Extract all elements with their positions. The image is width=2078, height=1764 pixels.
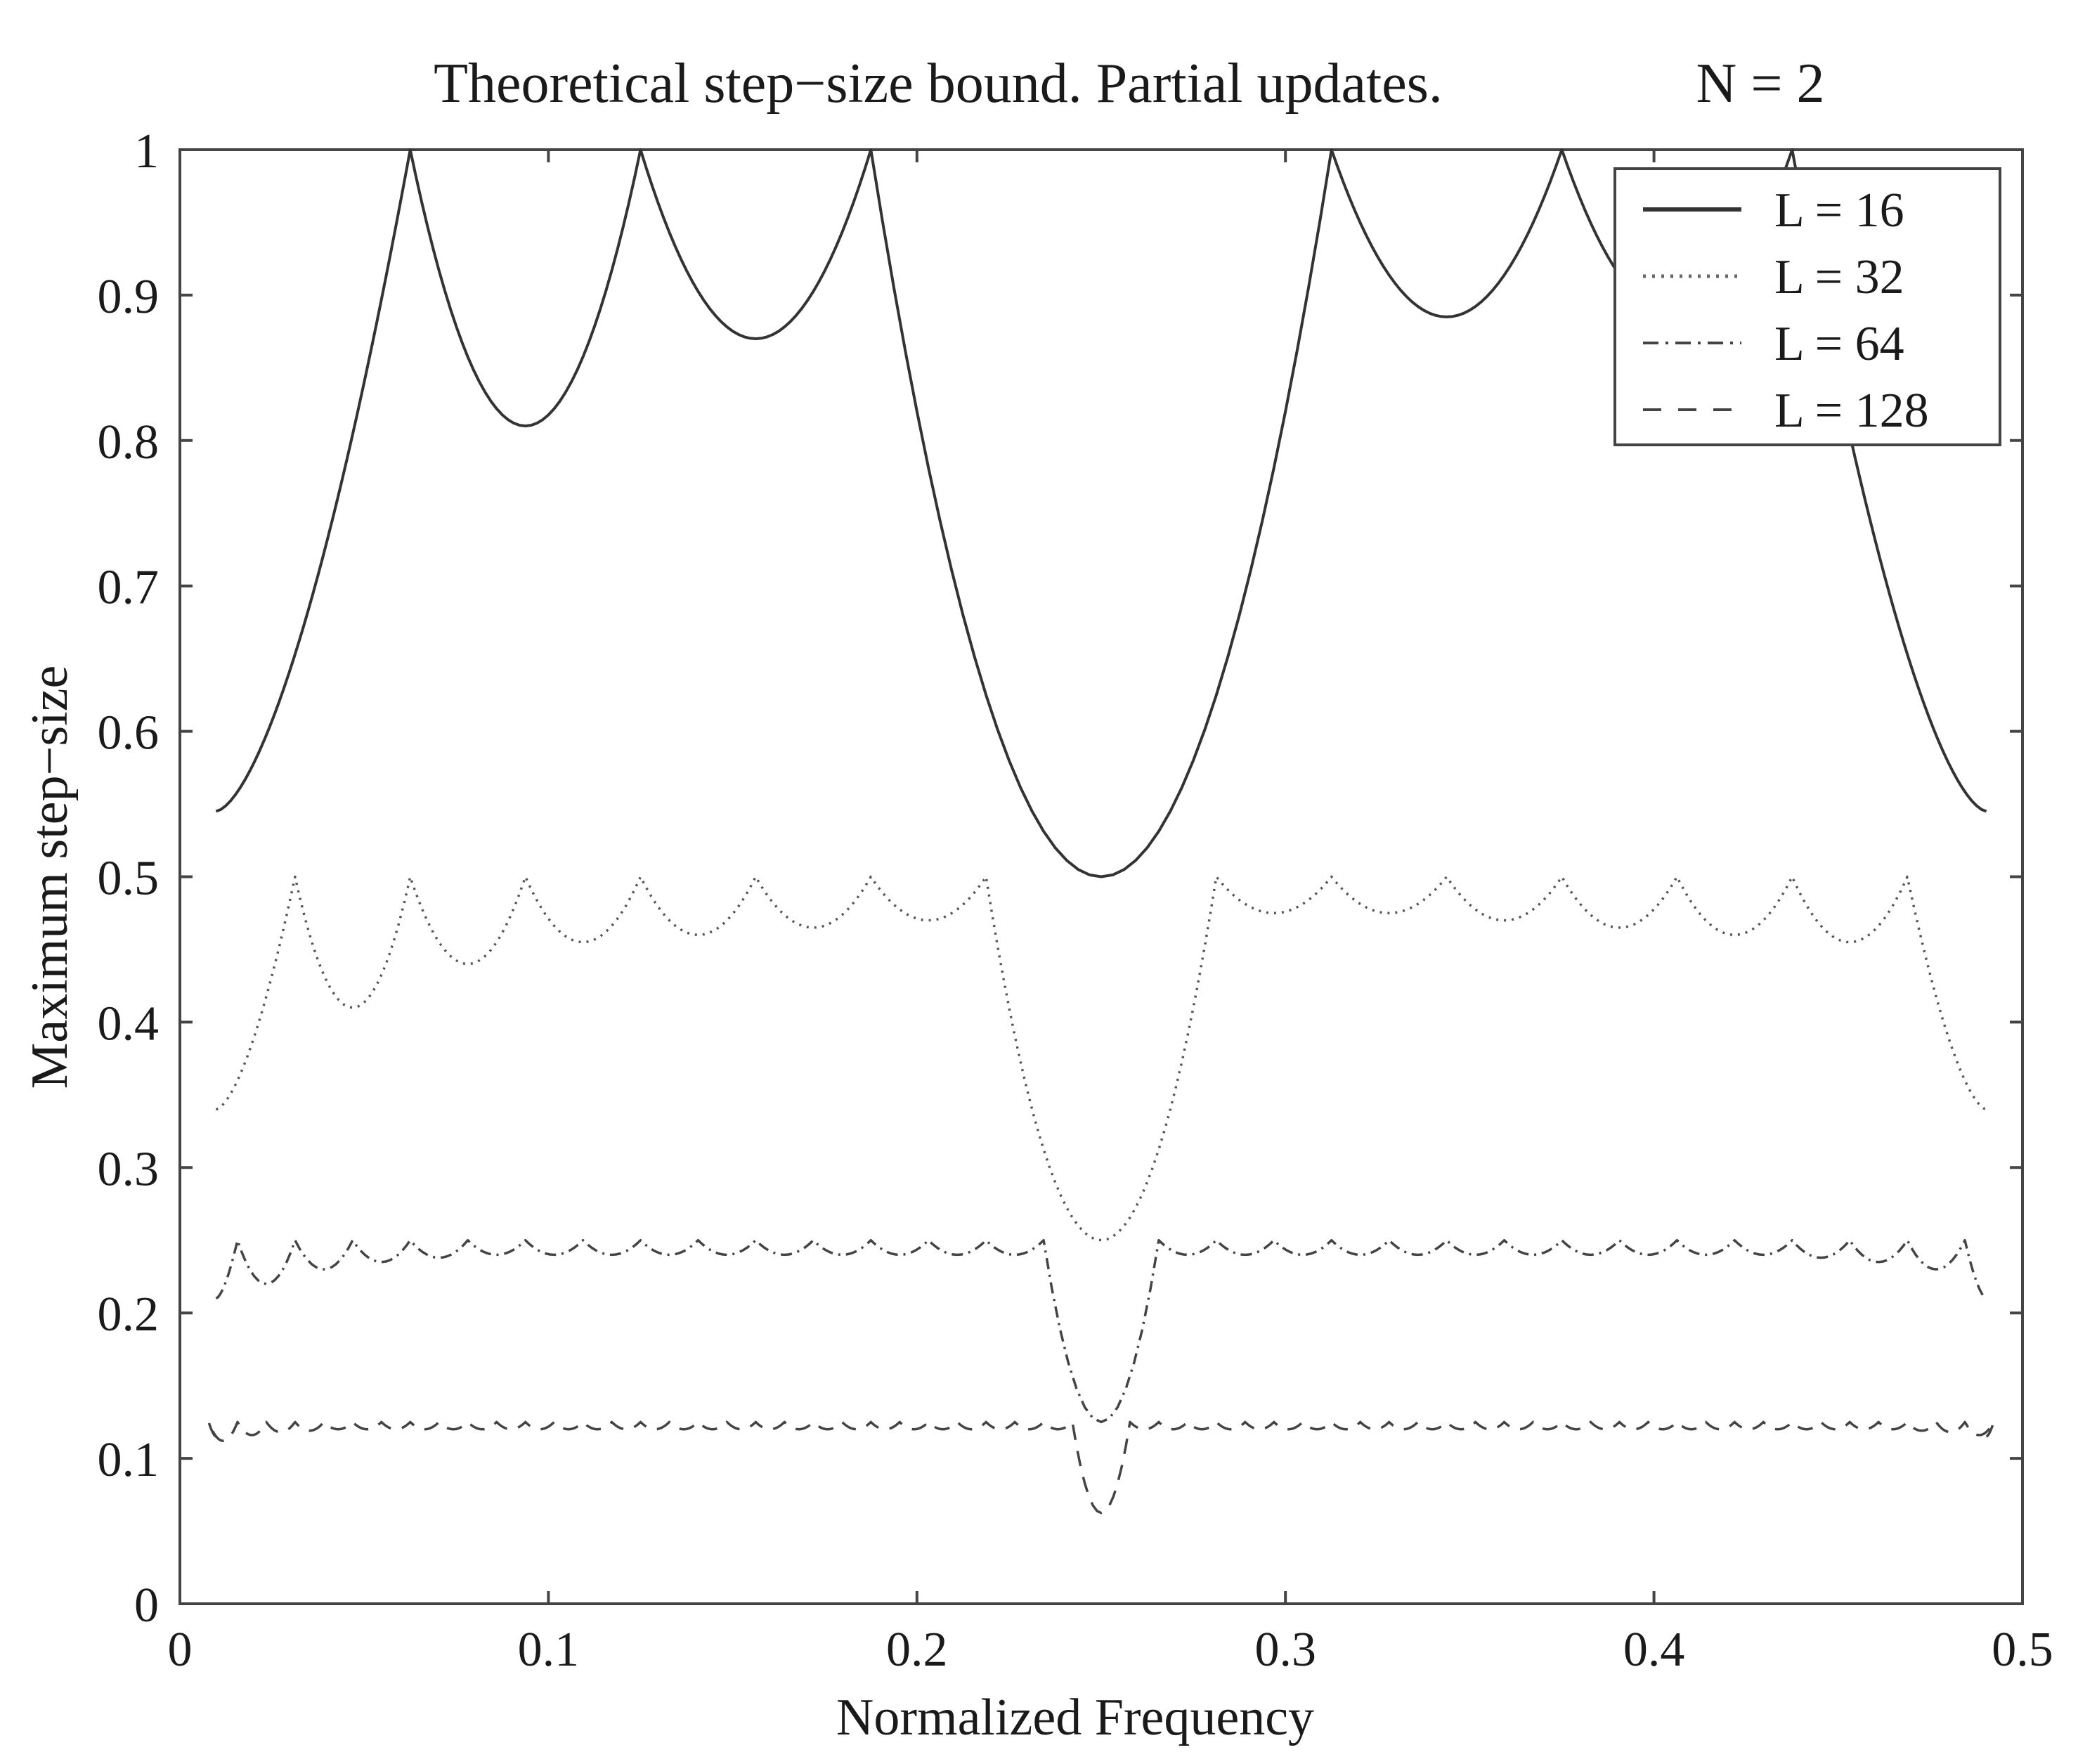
x-axis-label: Normalized Frequency — [836, 1689, 1314, 1746]
legend-label-l16: L = 16 — [1774, 183, 1904, 238]
y-tick-label: 0.1 — [98, 1433, 160, 1487]
legend-box — [1613, 167, 2001, 446]
y-tick-label: 0.3 — [98, 1142, 160, 1196]
y-axis-label: Maximum step−size — [21, 666, 79, 1089]
y-tick-label: 0.9 — [98, 270, 160, 324]
x-tick-label: 0.2 — [886, 1623, 948, 1677]
x-tick-label: 0.1 — [518, 1623, 580, 1677]
chart-title-suffix: N = 2 — [1696, 53, 1825, 115]
y-tick-label: 0.6 — [98, 706, 160, 760]
y-tick-label: 0 — [134, 1578, 159, 1633]
y-tick-label: 0.2 — [98, 1288, 160, 1342]
x-tick-label: 0.3 — [1254, 1623, 1316, 1677]
series-line-l64 — [215, 1239, 1987, 1424]
x-tick-label: 0.4 — [1623, 1623, 1685, 1677]
legend-label-l32: L = 32 — [1774, 250, 1904, 304]
x-tick-labels: 0 0.1 0.2 0.3 0.4 0.5 — [168, 1623, 2053, 1677]
y-tick-label: 0.4 — [98, 997, 160, 1051]
axis-ticks — [178, 148, 2024, 1605]
x-tick-label: 0 — [168, 1623, 193, 1677]
y-tick-label: 0.7 — [98, 561, 160, 615]
y-tick-labels: 0 0.1 0.2 0.3 0.4 0.5 0.6 0.7 0.8 0.9 1 — [98, 124, 160, 1633]
chart-title: Theoretical step−size bound. Partial upd… — [434, 53, 1443, 115]
legend-label-l128: L = 128 — [1774, 384, 1929, 438]
y-tick-label: 1 — [134, 124, 159, 179]
legend-label-l64: L = 64 — [1774, 317, 1904, 371]
series-line-l128 — [207, 1420, 1995, 1515]
y-tick-label: 0.5 — [98, 852, 160, 906]
x-tick-label: 0.5 — [1992, 1623, 2053, 1677]
legend: L = 16 L = 32 L = 64 L = 128 — [1613, 167, 2001, 446]
y-tick-label: 0.8 — [98, 415, 160, 469]
